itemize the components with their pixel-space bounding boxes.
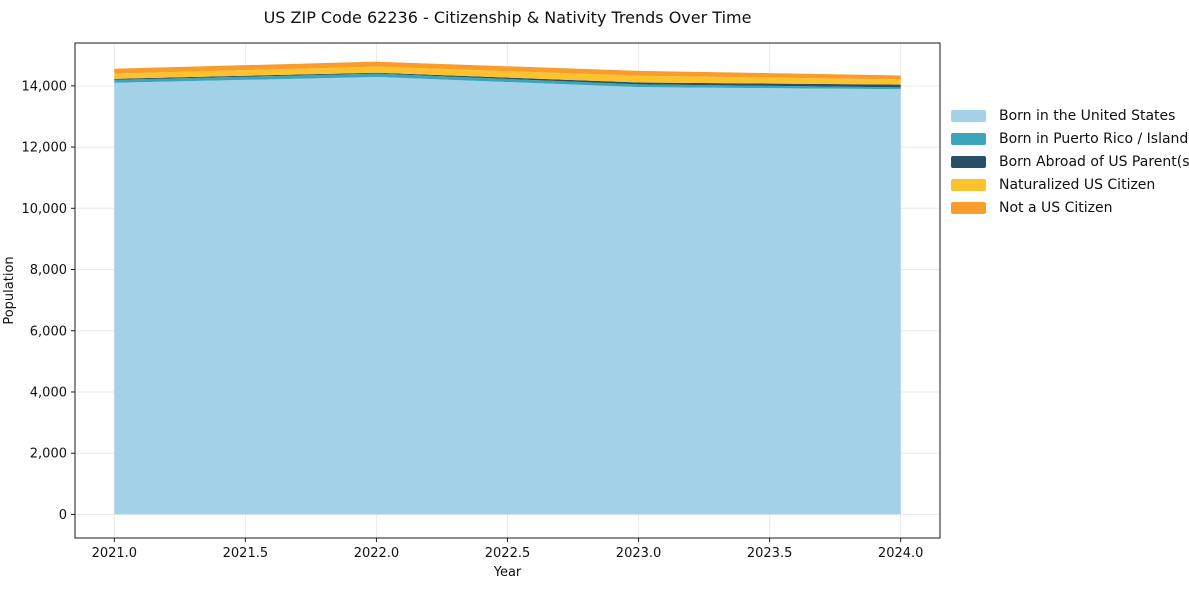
y-tick-label: 12,000 — [22, 141, 68, 156]
area-naturalized-us-citizen — [114, 66, 901, 85]
legend-swatch-naturalized — [951, 178, 986, 191]
legend: Born in the United States Born in Puerto… — [951, 104, 1189, 219]
chart-title: US ZIP Code 62236 - Citizenship & Nativi… — [263, 8, 752, 27]
x-tick-label: 2023.0 — [616, 546, 662, 561]
legend-label-born-abroad: Born Abroad of US Parent(s) — [999, 153, 1189, 170]
y-tick-label: 8,000 — [30, 263, 67, 278]
legend-item-not-citizen: Not a US Citizen — [951, 196, 1189, 219]
legend-swatch-born-us — [951, 109, 986, 122]
x-tick-label: 2021.0 — [92, 546, 138, 561]
y-tick-label: 14,000 — [22, 79, 68, 94]
y-tick-label: 10,000 — [22, 202, 68, 217]
x-tick-label: 2021.5 — [223, 546, 269, 561]
y-tick-label: 4,000 — [30, 385, 67, 400]
y-tick-label: 6,000 — [30, 324, 67, 339]
legend-swatch-born-pr — [951, 132, 986, 145]
area-born-in-the-united-states — [114, 76, 901, 515]
legend-label-not-citizen: Not a US Citizen — [999, 199, 1113, 216]
x-axis-label: Year — [493, 565, 522, 580]
y-tick-label: 0 — [59, 508, 67, 523]
legend-swatch-born-abroad — [951, 155, 986, 168]
area-born-abroad-of-us-parent-s — [114, 72, 901, 88]
legend-label-born-pr: Born in Puerto Rico / Islands — [999, 130, 1189, 147]
area-not-a-us-citizen — [114, 61, 901, 80]
area-born-in-puerto-rico-islands — [114, 73, 901, 90]
x-tick-label: 2024.0 — [878, 546, 924, 561]
legend-item-born-us: Born in the United States — [951, 104, 1189, 127]
x-tick-label: 2023.5 — [747, 546, 793, 561]
legend-label-naturalized: Naturalized US Citizen — [999, 176, 1156, 193]
legend-item-born-pr: Born in Puerto Rico / Islands — [951, 127, 1189, 150]
legend-item-naturalized: Naturalized US Citizen — [951, 173, 1189, 196]
x-tick-label: 2022.0 — [354, 546, 400, 561]
legend-label-born-us: Born in the United States — [999, 107, 1176, 124]
x-tick-label: 2022.5 — [485, 546, 531, 561]
legend-item-born-abroad: Born Abroad of US Parent(s) — [951, 150, 1189, 173]
legend-swatch-not-citizen — [951, 201, 986, 214]
y-tick-label: 2,000 — [30, 447, 67, 462]
y-axis-label: Population — [2, 256, 17, 324]
